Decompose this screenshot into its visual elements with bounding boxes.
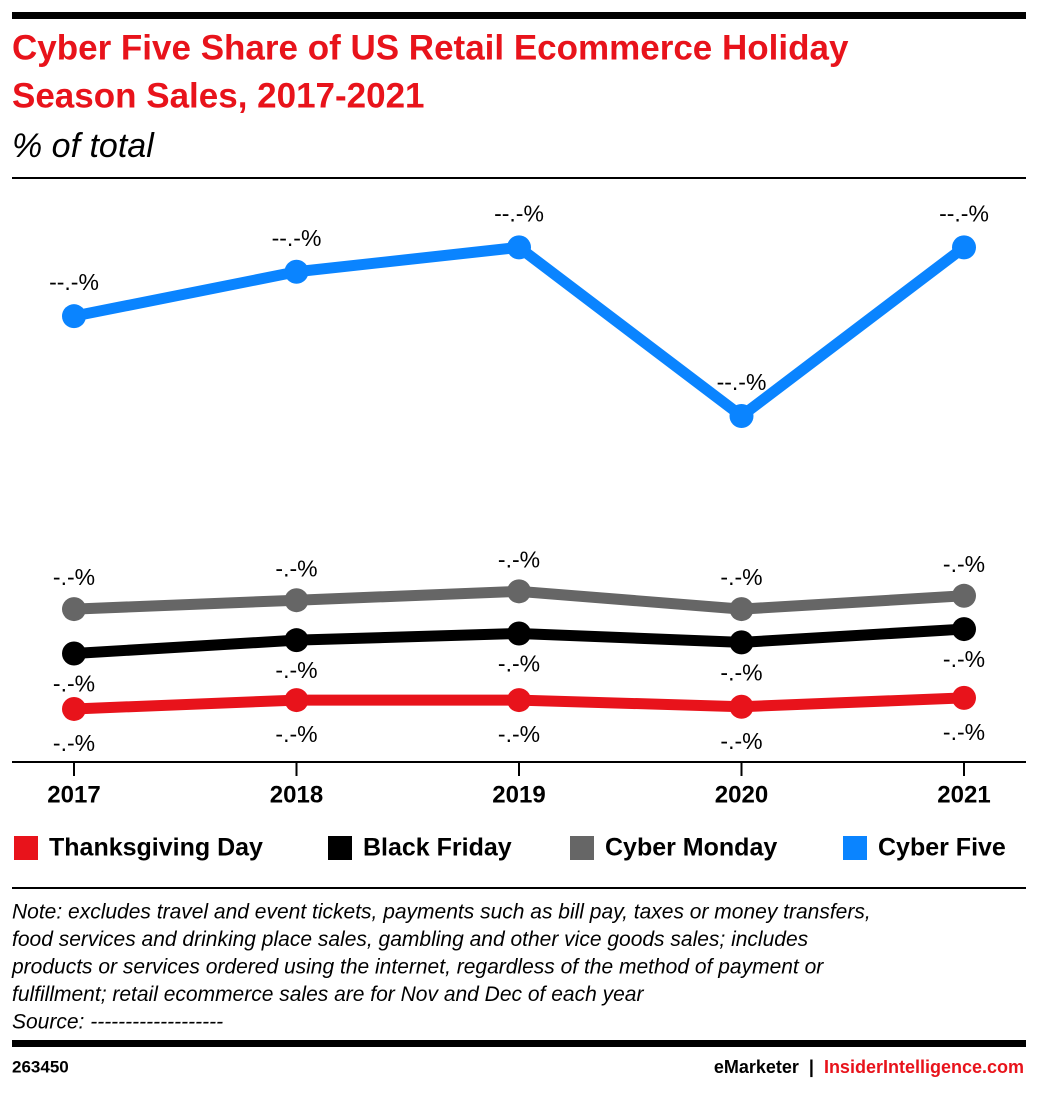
x-tick-label: 2021	[937, 781, 990, 808]
note: products or services ordered using the i…	[11, 956, 824, 979]
point	[62, 304, 86, 329]
note: Note: excludes travel and event tickets,…	[12, 901, 871, 924]
legend-label: Thanksgiving Day	[49, 834, 263, 862]
point	[62, 597, 86, 622]
footer: eMarketer | InsiderIntelligence.com	[714, 1057, 1024, 1077]
point	[284, 259, 309, 284]
point	[729, 597, 754, 622]
data-label: -.-%	[53, 564, 95, 590]
chart-id: 263450	[12, 1057, 69, 1076]
legend-label: Cyber Five	[878, 834, 1006, 862]
legend-swatch	[843, 836, 867, 860]
point	[284, 588, 309, 613]
x-tick-label: 2019	[492, 781, 545, 808]
note: fulfillment; retail ecommerce sales are …	[12, 983, 644, 1006]
data-label: -.-%	[943, 551, 985, 577]
data-label: -.-%	[53, 730, 95, 756]
point	[952, 685, 976, 710]
data-label: --.-%	[494, 200, 544, 226]
point	[507, 235, 531, 260]
point	[284, 628, 309, 653]
bottom-bar	[12, 1040, 1026, 1047]
x-tick-label: 2020	[715, 781, 768, 808]
data-label: -.-%	[498, 721, 540, 747]
data-label: --.-%	[939, 200, 989, 226]
data-label: --.-%	[49, 269, 99, 295]
point	[952, 235, 976, 260]
footer-separator: |	[809, 1057, 814, 1077]
data-label: -.-%	[498, 651, 540, 677]
data-label: -.-%	[720, 728, 762, 754]
point	[507, 688, 531, 713]
point	[729, 694, 754, 719]
data-label: -.-%	[275, 657, 317, 683]
point	[952, 617, 976, 642]
legend-label: Black Friday	[363, 834, 512, 862]
point	[284, 688, 309, 713]
series-line	[72, 241, 968, 422]
point	[62, 641, 86, 666]
data-label: -.-%	[275, 555, 317, 581]
x-tick-label: 2018	[270, 781, 323, 808]
data-label: -.-%	[720, 564, 762, 590]
point	[729, 404, 754, 429]
point	[729, 630, 754, 655]
note: Source: -------------------	[12, 1011, 223, 1034]
chart-title: Season Sales, 2017-2021	[12, 76, 425, 115]
point	[507, 621, 531, 646]
data-label: -.-%	[498, 546, 540, 572]
data-label: --.-%	[717, 369, 767, 395]
chart-subtitle: % of total	[12, 127, 155, 165]
top-bar	[12, 12, 1026, 19]
legend-label: Cyber Monday	[605, 834, 777, 862]
data-label: -.-%	[720, 659, 762, 685]
legend-swatch	[570, 836, 594, 860]
note: food services and drinking place sales, …	[12, 928, 809, 951]
point	[507, 579, 531, 604]
footer-brand: eMarketer	[714, 1057, 799, 1077]
data-label: -.-%	[943, 646, 985, 672]
legend-swatch	[14, 836, 38, 860]
x-tick-label: 2017	[47, 781, 100, 808]
footer-site: InsiderIntelligence.com	[824, 1057, 1024, 1077]
legend-swatch	[328, 836, 352, 860]
chart-title: Cyber Five Share of US Retail Ecommerce …	[12, 28, 849, 67]
data-label: --.-%	[272, 225, 322, 251]
data-label: -.-%	[275, 721, 317, 747]
point	[62, 696, 86, 721]
point	[952, 583, 976, 608]
data-label: -.-%	[943, 719, 985, 745]
data-label: -.-%	[53, 671, 95, 697]
